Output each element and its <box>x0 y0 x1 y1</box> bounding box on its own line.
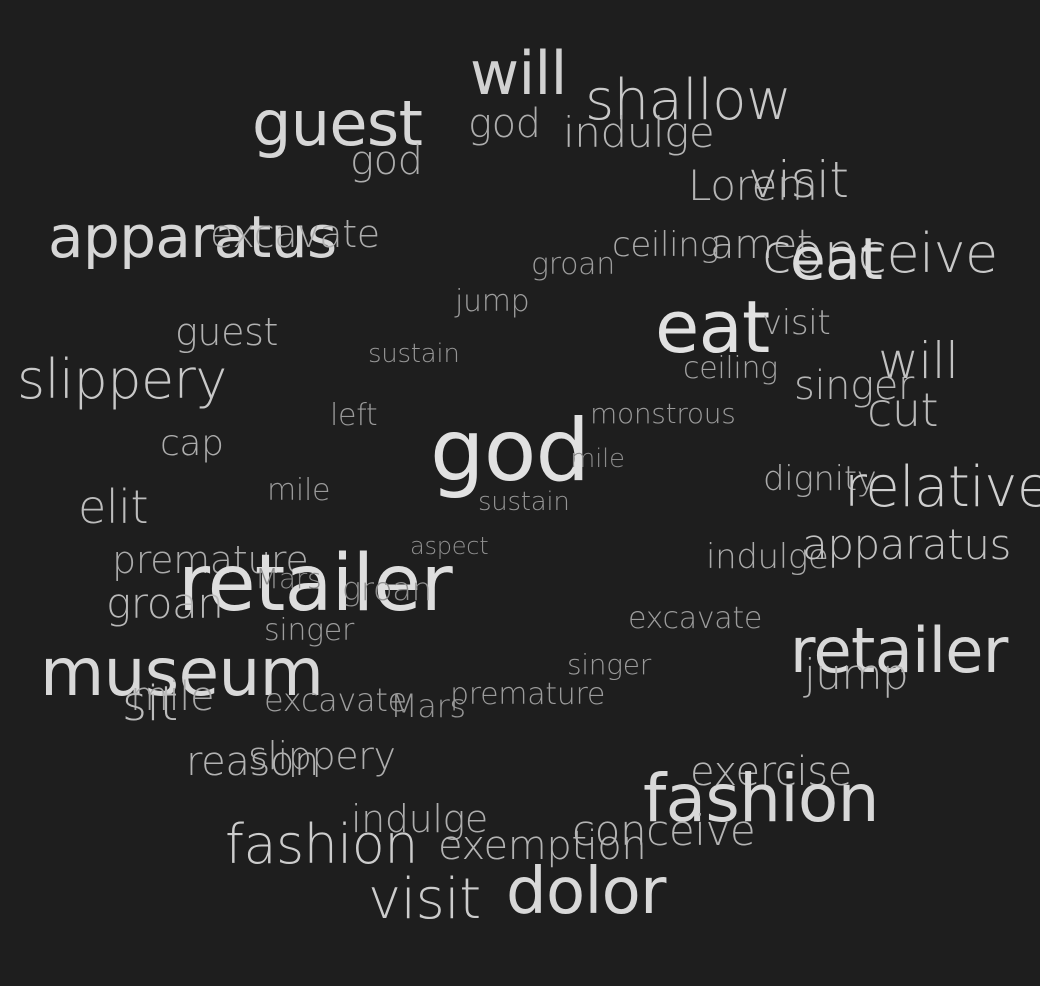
word-mars-52: Mars <box>390 687 466 725</box>
word-visit-6: visit <box>748 151 849 209</box>
word-museum-46: museum <box>40 634 324 711</box>
word-elit-32: elit <box>78 480 149 534</box>
word-monstrous-25: monstrous <box>590 397 736 430</box>
word-ceiling-20: ceiling <box>683 351 778 386</box>
word-slippery-55: slippery <box>248 734 396 778</box>
word-jump-48: jump <box>804 650 909 699</box>
word-amet-11: amet <box>710 222 813 268</box>
word-conceive-59: conceive <box>572 806 756 855</box>
word-ceiling-10: ceiling <box>612 225 720 265</box>
word-relative-31: relative <box>844 455 1040 520</box>
word-aspect-35: aspect <box>410 532 489 560</box>
word-shallow-1: shallow <box>585 68 792 133</box>
word-sustain-19: sustain <box>368 339 460 369</box>
word-excavate-9: excavate <box>210 212 380 256</box>
word-mile-29: mile <box>570 444 625 474</box>
word-god-3: god <box>468 101 541 147</box>
word-god-5: god <box>350 138 423 184</box>
word-indulge-58: indulge <box>351 797 488 841</box>
word-apparatus-8: apparatus <box>48 203 337 271</box>
word-god-28: god <box>430 401 590 501</box>
word-indulge-37: indulge <box>706 537 829 577</box>
word-dignity-30: dignity <box>763 459 877 499</box>
word-excavate-44: excavate <box>628 601 762 636</box>
word-guest-18: guest <box>175 310 279 354</box>
word-exercise-56: exercise <box>690 749 852 795</box>
word-exemption-61: exemption <box>438 823 647 869</box>
word-eat-16: eat <box>655 285 770 369</box>
word-groan-42: groan <box>106 579 224 628</box>
word-groan-14: groan <box>531 247 615 282</box>
word-will-21: will <box>878 332 959 390</box>
word-retailer-39: retailer <box>178 539 453 629</box>
word-cap-27: cap <box>160 423 224 464</box>
word-fashion-60: fashion <box>225 813 418 876</box>
word-groan-41: groan <box>342 570 432 608</box>
word-sit-50: sit <box>122 676 178 732</box>
word-fashion-57: fashion <box>643 760 879 837</box>
word-apparatus-38: apparatus <box>802 520 1011 569</box>
word-indulge-4: indulge <box>563 108 715 157</box>
word-singer-23: singer <box>794 363 914 409</box>
word-cut-26: cut <box>867 383 939 437</box>
word-singer-43: singer <box>264 613 354 648</box>
word-excavate-51: excavate <box>264 681 407 719</box>
word-eat-13: eat <box>790 225 883 293</box>
word-dolor-63: dolor <box>506 855 666 929</box>
word-lorem-7: Lorem <box>688 161 818 210</box>
word-mile-33: mile <box>267 473 331 508</box>
word-visit-17: visit <box>762 303 831 343</box>
word-premature-36: premature <box>112 538 309 582</box>
word-reason-54: reason <box>186 739 319 785</box>
word-sustain-34: sustain <box>478 487 570 517</box>
word-mars-40: Mars <box>255 562 322 595</box>
word-will-0: will <box>470 39 567 109</box>
word-slippery-22: slippery <box>17 348 227 411</box>
word-guest-2: guest <box>252 87 423 160</box>
word-mile-49: mile <box>130 674 215 720</box>
word-visit-62: visit <box>368 867 481 932</box>
word-singer-47: singer <box>567 648 651 681</box>
word-premature-53: premature <box>450 677 605 712</box>
word-conceive-12: conceive <box>762 222 998 285</box>
word-left-24: left <box>330 398 378 433</box>
word-jump-15: jump <box>455 284 530 319</box>
word-retailer-45: retailer <box>790 614 1008 687</box>
